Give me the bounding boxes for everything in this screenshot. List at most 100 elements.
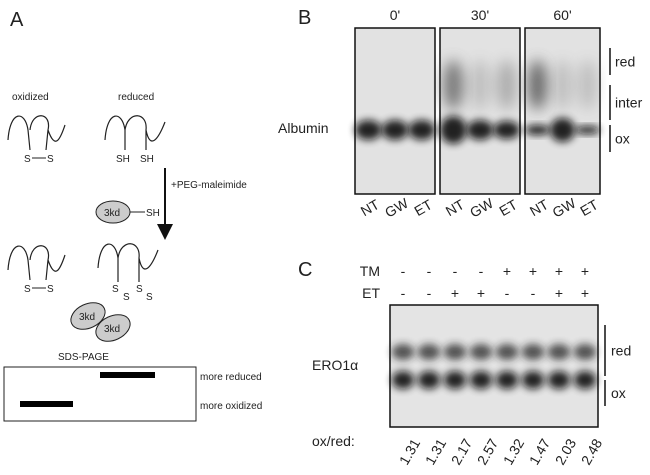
protein-chain <box>104 115 166 150</box>
thiol: S <box>112 284 119 295</box>
ratio: 2.03 <box>552 436 580 468</box>
gel-lane-box <box>354 27 436 195</box>
protein-chain <box>97 243 159 282</box>
band <box>417 371 441 389</box>
peg-tag <box>70 302 106 330</box>
protein-chain <box>7 245 66 281</box>
band <box>100 372 155 378</box>
tag-label: 3kd <box>104 324 120 335</box>
lane-label: GW <box>467 194 497 220</box>
band <box>381 120 409 140</box>
band <box>525 125 550 135</box>
smear <box>470 60 490 110</box>
band <box>573 371 597 389</box>
condition-sign: - <box>401 285 406 301</box>
state-label: oxidized <box>12 92 49 103</box>
peg-tag <box>95 314 131 342</box>
band <box>417 344 441 360</box>
condition-sign: - <box>427 285 432 301</box>
condition-sign: - <box>479 263 484 279</box>
condition-sign: + <box>451 285 459 301</box>
smear <box>443 60 464 110</box>
gel-title: SDS-PAGE <box>58 352 109 363</box>
band <box>443 371 467 389</box>
condition-sign: + <box>555 263 563 279</box>
lane-label: NT <box>443 196 468 219</box>
band <box>493 121 520 139</box>
panel-label: A <box>10 9 24 31</box>
timepoint: 30' <box>471 7 489 23</box>
smear <box>528 60 547 110</box>
thiol: S <box>47 154 54 165</box>
thiol: S <box>47 284 54 295</box>
gel-box <box>3 366 197 422</box>
thiol: S <box>123 292 130 303</box>
protein-label: ERO1α <box>312 357 358 373</box>
bracket-label: red <box>611 343 631 359</box>
condition-sign: + <box>555 285 563 301</box>
reagent: +PEG-maleimide <box>171 180 247 191</box>
lane-label: ET <box>411 196 435 219</box>
lane-label: NT <box>527 196 552 219</box>
band <box>408 120 435 140</box>
bracket-label: ox <box>611 385 626 401</box>
condition-sign: - <box>427 263 432 279</box>
band <box>573 344 597 360</box>
thiol: S <box>146 292 153 303</box>
gel-box <box>389 304 599 428</box>
smear <box>578 60 597 110</box>
condition-sign: + <box>477 285 485 301</box>
ratio: 1.47 <box>526 436 554 468</box>
gel-c: TM - - - - + + + +ET - - + + - - + +1.311.312.172.571.32… <box>360 263 631 468</box>
band <box>575 126 600 134</box>
condition-sign: + <box>581 263 589 279</box>
smear <box>553 60 572 110</box>
condition-sign: - <box>531 285 536 301</box>
condition-sign: - <box>401 263 406 279</box>
band <box>521 344 545 360</box>
condition-sign: + <box>503 263 511 279</box>
lane-label: GW <box>382 194 412 220</box>
tag-label: 3kd <box>104 208 120 219</box>
ratio: 1.32 <box>500 436 528 468</box>
band <box>391 344 415 360</box>
gel-lane-box <box>439 27 521 195</box>
thiol: S <box>136 284 143 295</box>
bracket-label: ox <box>615 131 630 147</box>
band <box>547 371 571 389</box>
lane-label: ET <box>577 196 601 219</box>
condition-sign: + <box>529 263 537 279</box>
ratio: 2.57 <box>474 436 502 468</box>
thiol: SH <box>140 154 154 165</box>
lane-label: ET <box>496 196 520 219</box>
lane-label: NT <box>358 196 383 219</box>
ratio: 1.31 <box>396 436 424 468</box>
band <box>391 371 415 389</box>
condition-label: TM <box>360 263 380 279</box>
tag-label: 3kd <box>79 312 95 323</box>
ratio-label: ox/red: <box>312 433 355 449</box>
bracket-label: inter <box>615 95 643 111</box>
band <box>20 401 73 407</box>
band <box>547 344 571 360</box>
smear <box>496 60 517 110</box>
panel-label: C <box>298 259 312 281</box>
ratio: 1.31 <box>422 436 450 468</box>
panel-label: B <box>298 7 311 29</box>
protein-chain <box>7 115 66 151</box>
band <box>550 118 575 142</box>
band <box>495 344 519 360</box>
band <box>521 371 545 389</box>
thiol: SH <box>116 154 130 165</box>
timepoint: 0' <box>390 7 400 23</box>
condition-sign: + <box>581 285 589 301</box>
protein-label: Albumin <box>278 120 329 136</box>
band <box>469 344 493 360</box>
condition-sign: - <box>505 285 510 301</box>
condition-label: ET <box>362 285 380 301</box>
band <box>355 120 382 140</box>
band-label: more oxidized <box>200 401 262 412</box>
bracket-label: red <box>615 54 635 70</box>
